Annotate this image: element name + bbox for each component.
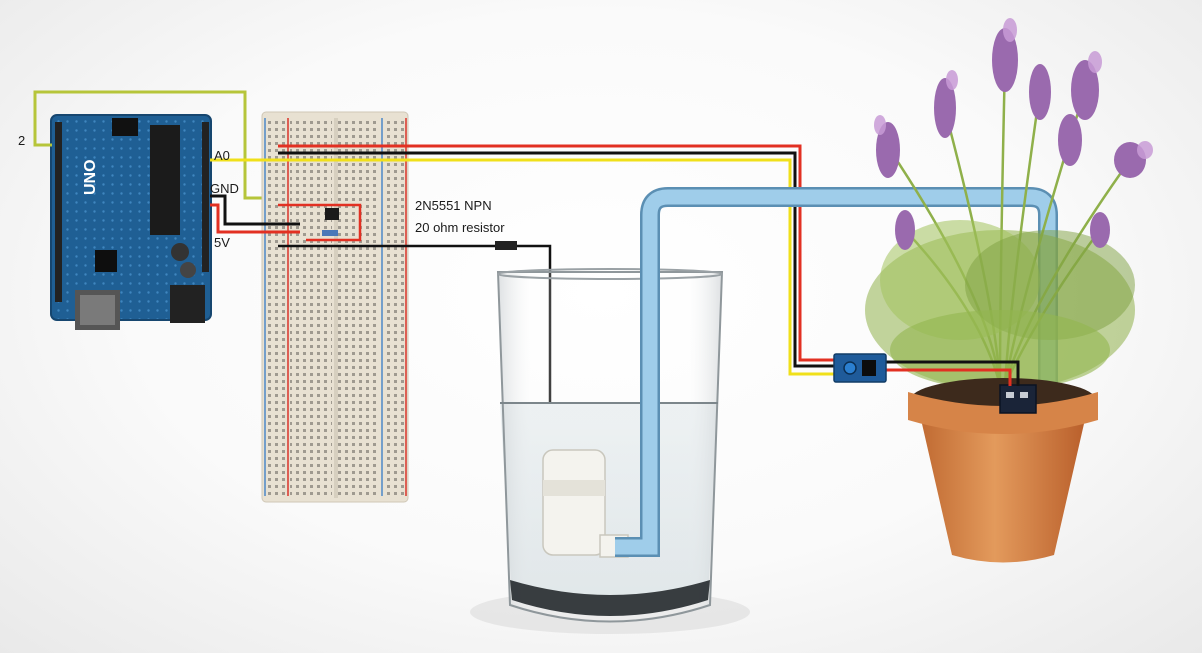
wire-black-sensor (278, 151, 835, 368)
pin-2-label: 2 (18, 133, 26, 148)
wire-yellow-sensor (470, 158, 835, 376)
wire-black-gnd (210, 194, 300, 226)
breadboard (261, 111, 409, 503)
resistor-label: 20 ohm resistor (415, 220, 505, 235)
resistor-20-ohm (322, 230, 338, 236)
flower-pot (908, 378, 1098, 563)
wire-red-bb (278, 203, 362, 242)
wire-red-probe (885, 368, 1012, 386)
soil-moisture-probe (999, 384, 1037, 414)
wire-red-sensor (278, 144, 835, 362)
board-model-text: UNO (82, 159, 99, 195)
pin-5v-label: 5V (214, 235, 230, 250)
wire-red-5v (210, 203, 300, 234)
soil-sensor-module (833, 353, 887, 383)
arduino-board: UNO (50, 114, 212, 330)
wire-black-probe (885, 360, 1020, 386)
transistor-2n5551 (325, 208, 339, 220)
pin-a0-label: A0 (214, 148, 230, 163)
pin-gnd-label: GND (210, 181, 239, 196)
transistor-label: 2N5551 NPN (415, 198, 492, 213)
water-glass (470, 268, 750, 634)
water-pump (542, 449, 629, 558)
